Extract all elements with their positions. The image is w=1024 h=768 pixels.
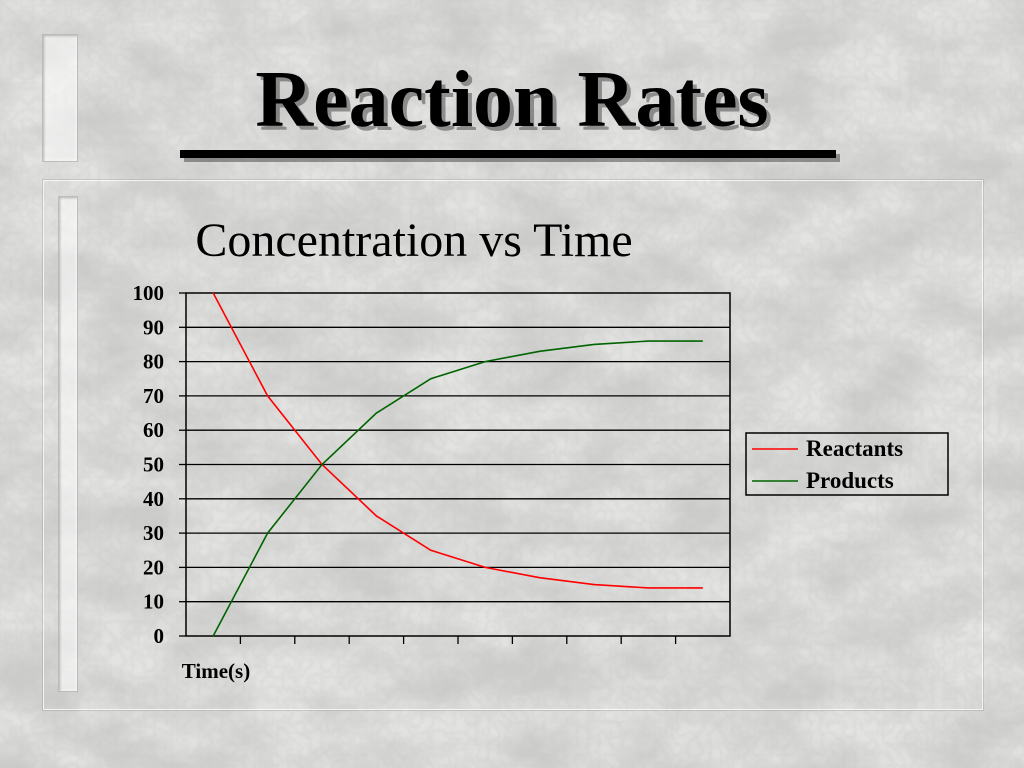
title-underline xyxy=(180,150,836,158)
decorative-edge-bar-top xyxy=(42,34,78,162)
chart-title: Concentration vs Time xyxy=(195,214,632,267)
series-line-reactants xyxy=(212,292,703,589)
legend-box xyxy=(745,432,949,496)
slide-title: Reaction Rates xyxy=(255,56,769,144)
content-panel-frame xyxy=(43,180,983,710)
axes: 0 10 20 30 40 50 60 70 80 90 100 xyxy=(133,281,731,648)
legend-label-reactants: Reactants xyxy=(806,436,903,461)
y-tick-label: 100 xyxy=(133,281,165,305)
legend: Reactants Products xyxy=(745,432,949,496)
y-tick-label: 30 xyxy=(143,521,164,545)
series-line-products xyxy=(212,340,703,637)
y-tick-label: 60 xyxy=(143,418,164,442)
y-tick-label: 10 xyxy=(143,590,164,614)
y-tick-label: 0 xyxy=(154,624,165,648)
y-tick-label: 40 xyxy=(143,487,164,511)
y-tick-label: 90 xyxy=(143,315,164,339)
y-tick-label: 50 xyxy=(143,453,164,477)
decorative-edge-bar-left xyxy=(58,196,78,692)
y-tick-label: 80 xyxy=(143,350,164,374)
x-axis-label: Time(s) xyxy=(182,659,250,683)
gridlines xyxy=(186,326,730,603)
legend-label-products: Products xyxy=(806,468,894,493)
y-tick-label: 20 xyxy=(143,555,164,579)
y-tick-label: 70 xyxy=(143,384,164,408)
series-lines xyxy=(212,292,703,637)
